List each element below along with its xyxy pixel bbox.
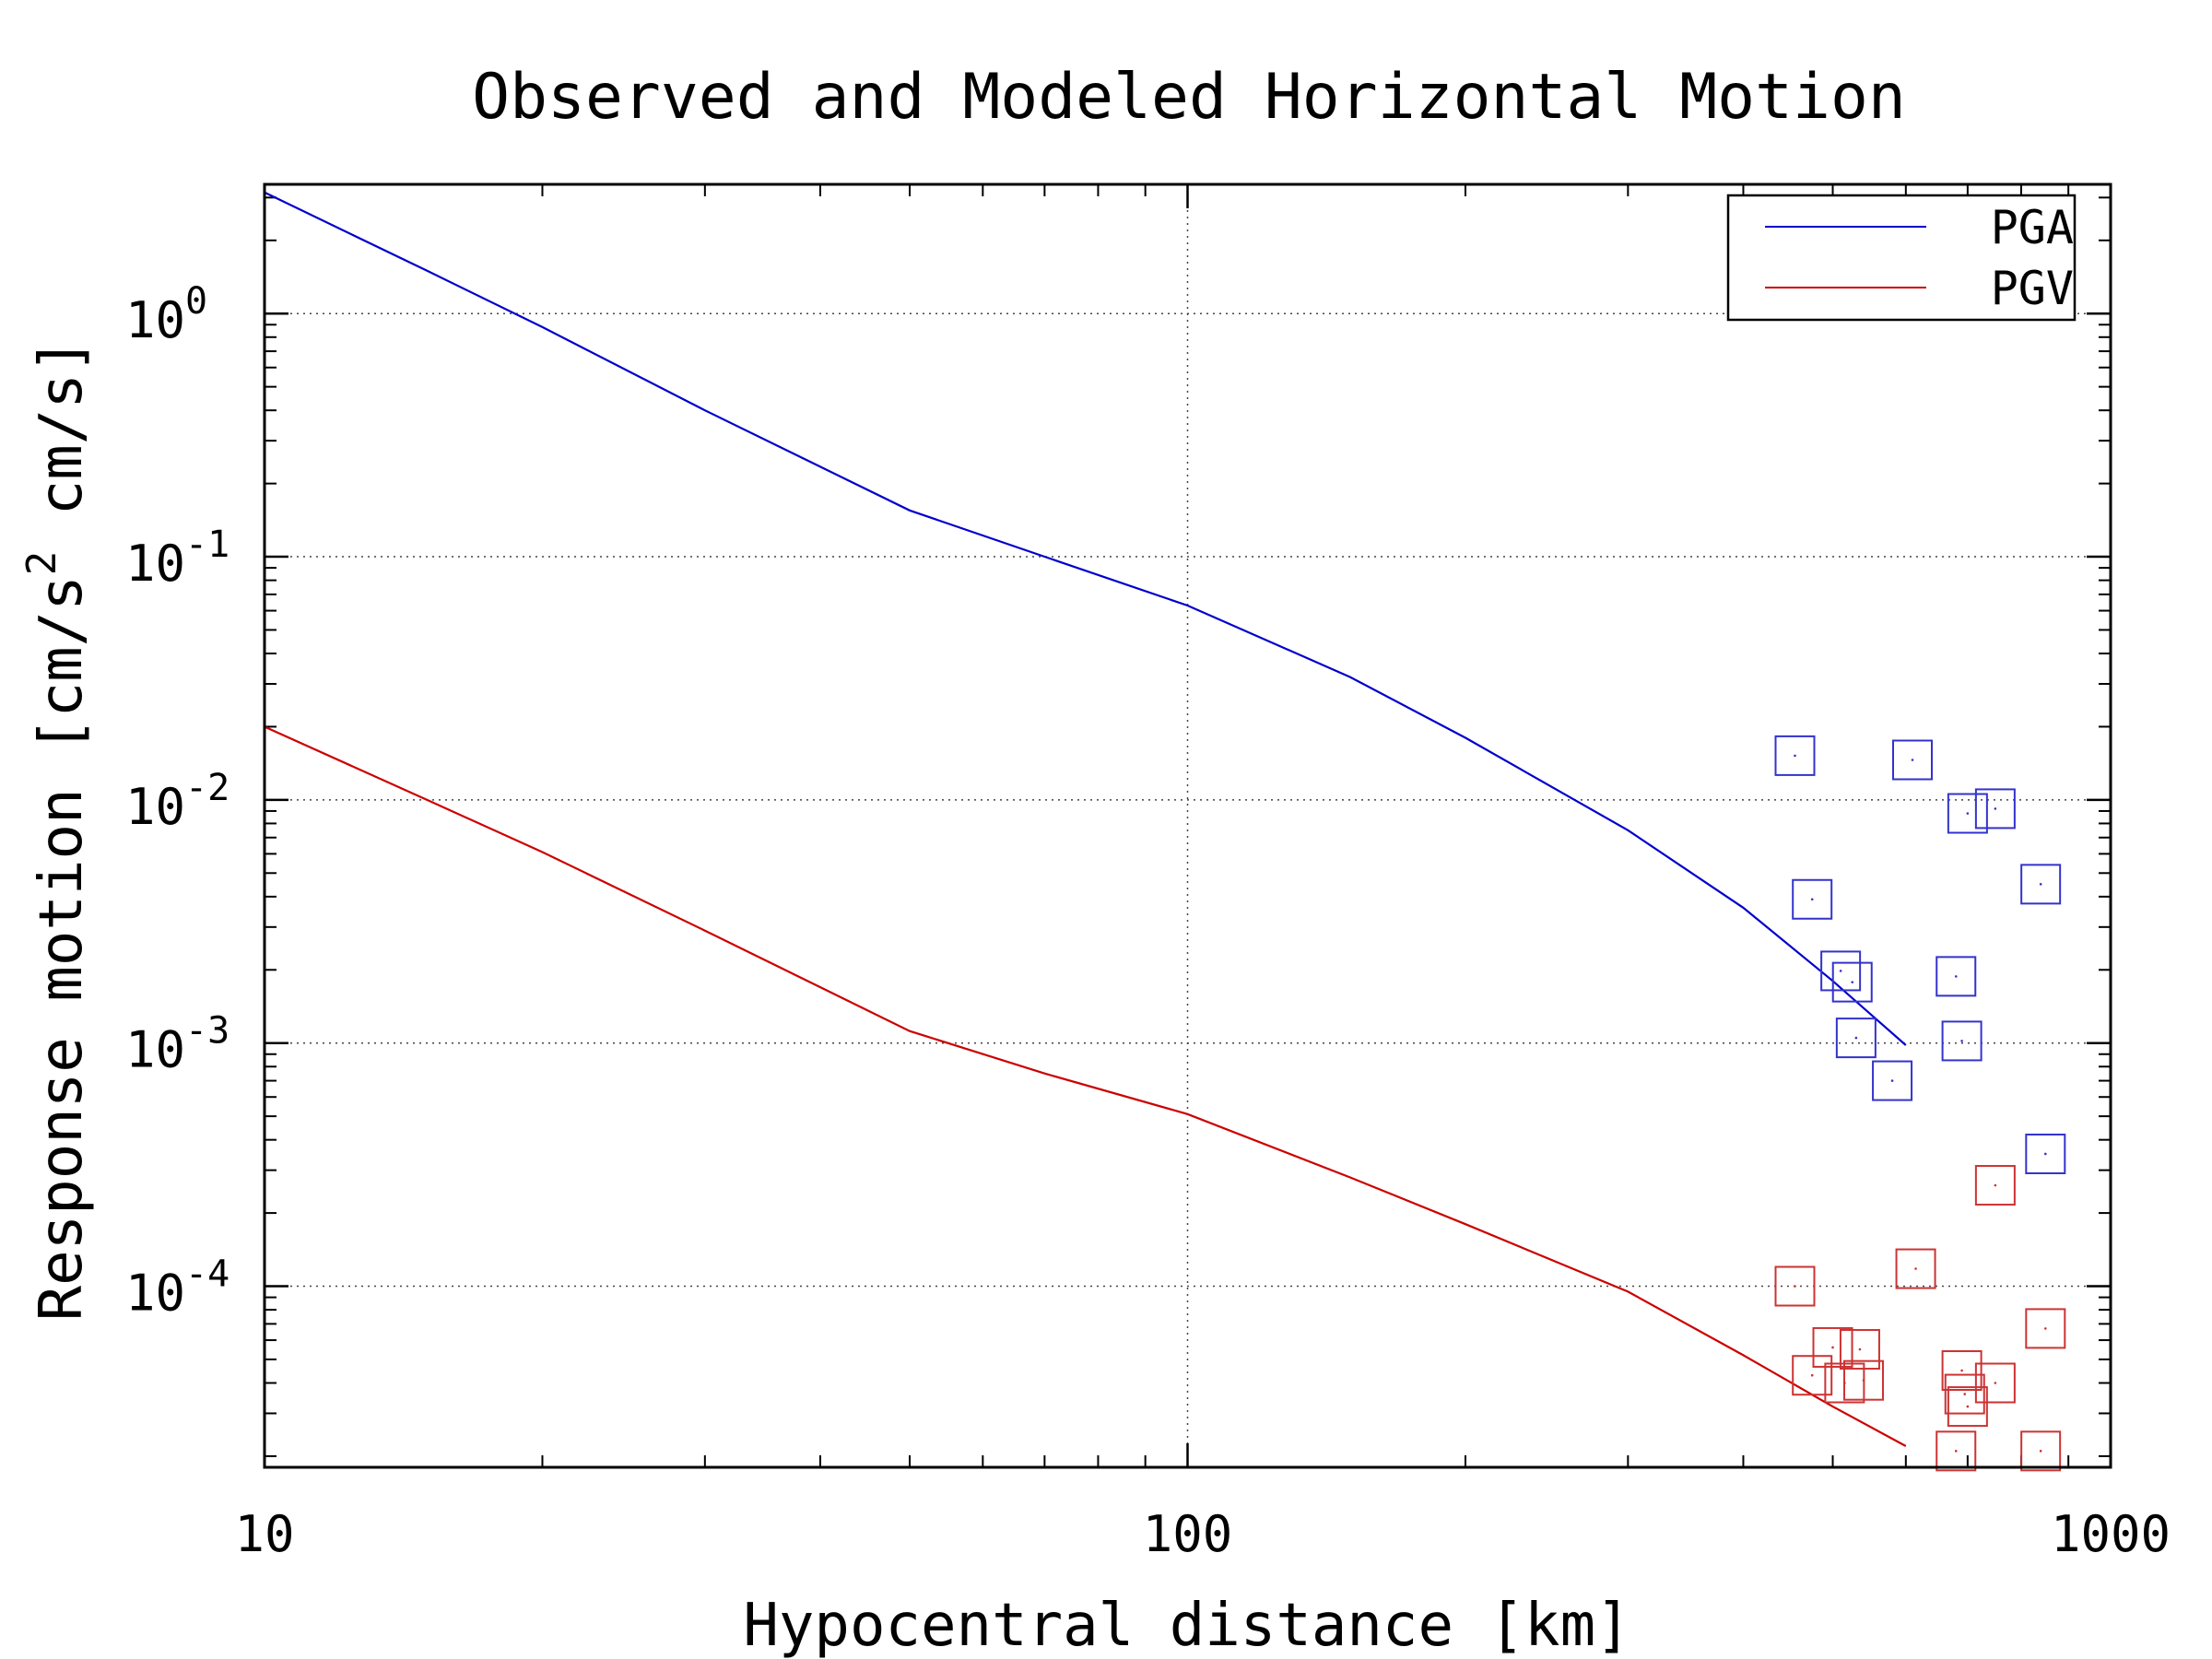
x-axis-tick-labels: 10 100 1000 <box>234 1505 2171 1563</box>
data-point-dot-pga-observed <box>1966 812 1970 815</box>
y-tick-label: 10-1 <box>125 524 229 593</box>
y-tick-label-exponent: -3 <box>185 1010 229 1053</box>
data-point-pga-observed <box>1792 878 1833 920</box>
data-point-dot-pgv-observed <box>1862 1379 1865 1382</box>
data-point-pga-observed <box>1936 956 1977 997</box>
data-point-dot-pga-observed <box>2039 883 2042 886</box>
y-tick-label-base: 10 <box>125 778 185 836</box>
y-tick-label-exponent: -2 <box>185 767 229 809</box>
y-tick-label-exponent: -4 <box>185 1253 229 1296</box>
data-point-pgv-observed <box>1944 1373 1985 1415</box>
data-point-pga-observed <box>1774 735 1816 776</box>
data-point-dot-pga-observed <box>1851 981 1854 983</box>
data-point-dot-pga-observed <box>1794 754 1796 758</box>
data-point-pga-observed <box>1831 961 1873 1003</box>
data-point-pgv-observed <box>1792 1355 1833 1396</box>
legend-label-pgv: PGV <box>1991 262 2074 315</box>
data-point-dot-pgv-observed <box>1994 1183 1997 1187</box>
data-point-dot-pga-observed <box>1810 898 1814 901</box>
data-point-dot-pga-observed <box>2044 1152 2047 1156</box>
data-point-dot-pgv-observed <box>1794 1285 1796 1288</box>
data-point-pga-observed <box>1941 1020 1983 1062</box>
data-point-pga-observed <box>2025 1133 2066 1174</box>
y-axis-label: Response motion [cm/s2 cm/s] <box>18 338 96 1322</box>
x-axis-label: Hypocentral distance [km] <box>743 1592 1630 1659</box>
plot-area <box>264 191 2066 1472</box>
data-point-dot-pgv-observed <box>1914 1267 1917 1270</box>
x-tick-label: 100 <box>1143 1505 1233 1563</box>
y-axis-label-superscript: 2 <box>18 551 65 576</box>
data-point-pgv-observed <box>2020 1430 2062 1472</box>
data-point-pgv-observed <box>1936 1430 1977 1472</box>
y-tick-label-base: 10 <box>125 535 185 593</box>
y-tick-label: 100 <box>125 280 207 349</box>
data-point-pgv-observed <box>1842 1359 1884 1401</box>
grid <box>265 184 2111 1467</box>
data-point-dot-pgv-observed <box>1966 1405 1970 1408</box>
y-axis-label-main: Response motion [cm/s <box>28 575 96 1321</box>
legend-box <box>1726 194 2077 322</box>
data-point-dot-pga-observed <box>1854 1036 1858 1040</box>
y-tick-label: 10-2 <box>125 767 229 836</box>
data-point-pga-observed <box>1947 793 1988 834</box>
data-point-dot-pga-observed <box>1911 759 1914 761</box>
data-point-dot-pgv-observed <box>1963 1393 1967 1395</box>
y-tick-label-base: 10 <box>125 1021 185 1079</box>
data-point-dot-pgv-observed <box>1960 1369 1963 1372</box>
data-point-pga-observed <box>2020 864 2062 905</box>
data-point-pga-observed <box>1974 788 2016 830</box>
data-point-dot-pga-observed <box>1960 1040 1963 1042</box>
legend: PGA PGV <box>1726 194 2077 322</box>
data-point-pgv-observed <box>2025 1308 2066 1349</box>
data-point-pgv-observed <box>1974 1165 2016 1206</box>
data-point-pga-observed <box>1820 950 1862 992</box>
data-point-dot-pgv-observed <box>2039 1450 2042 1453</box>
y-tick-label-exponent: -1 <box>185 524 229 566</box>
y-tick-label: 10-4 <box>125 1253 229 1323</box>
y-tick-label-base: 10 <box>125 291 185 349</box>
minor-ticks <box>265 184 2111 1467</box>
x-tick-label: 10 <box>234 1505 294 1563</box>
data-point-dot-pga-observed <box>1890 1079 1894 1082</box>
x-tick-label: 1000 <box>2051 1505 2171 1563</box>
data-point-dot-pgv-observed <box>1810 1373 1814 1377</box>
legend-label-pga: PGA <box>1991 201 2074 254</box>
data-point-pga-observed <box>1835 1018 1877 1059</box>
data-point-pga-observed <box>1872 1060 1913 1101</box>
y-tick-label-exponent: 0 <box>185 280 207 323</box>
data-point-dot-pgv-observed <box>1954 1450 1958 1453</box>
plot-frame <box>263 182 2112 1469</box>
data-point-dot-pga-observed <box>1994 807 1997 810</box>
data-point-dot-pga-observed <box>1954 975 1958 978</box>
data-point-pgv-observed <box>1812 1326 1853 1368</box>
data-point-pgv-observed <box>1839 1329 1880 1371</box>
data-point-dot-pgv-observed <box>1994 1382 1997 1384</box>
data-point-pgv-observed <box>1947 1386 1988 1428</box>
data-point-pgv-observed <box>1974 1362 2016 1404</box>
data-point-pgv-observed <box>1774 1265 1816 1307</box>
y-tick-label: 10-3 <box>125 1010 229 1079</box>
series-line-pga <box>264 191 1907 1046</box>
data-point-pgv-observed <box>1895 1248 1936 1289</box>
chart-title: Observed and Modeled Horizontal Motion <box>472 61 1906 134</box>
data-point-dot-pga-observed <box>1839 970 1842 972</box>
data-point-pga-observed <box>1892 739 1934 781</box>
data-point-dot-pgv-observed <box>2044 1327 2047 1330</box>
data-point-dot-pgv-observed <box>1831 1346 1834 1349</box>
y-axis-label-tail: cm/s] <box>28 338 96 551</box>
data-point-dot-pgv-observed <box>1858 1347 1862 1351</box>
series-line-pgv <box>264 725 1907 1447</box>
y-tick-label-base: 10 <box>125 1265 185 1323</box>
data-point-pgv-observed <box>1941 1350 1983 1392</box>
